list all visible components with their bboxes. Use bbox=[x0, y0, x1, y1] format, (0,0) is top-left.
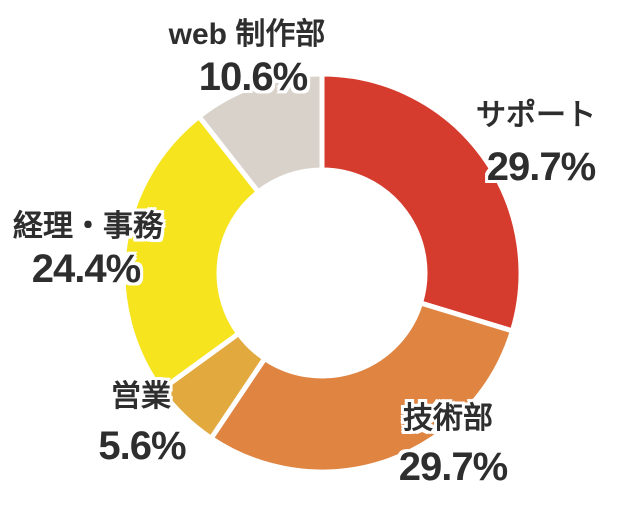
pie-slice-3 bbox=[120, 114, 261, 393]
slice-percentage-accounting-office: 24.4% bbox=[31, 247, 141, 291]
pie-slice-0 bbox=[319, 71, 524, 334]
slice-percentage-text: 24.4% bbox=[31, 247, 141, 291]
slice-percentage-text: 29.7% bbox=[486, 145, 596, 189]
slice-percentage-text: 5.6% bbox=[98, 424, 186, 468]
slice-label-text: サポート bbox=[476, 99, 596, 132]
slice-label-text: 営業 bbox=[111, 380, 171, 413]
slice-label-accounting-office: 経理・事務 bbox=[13, 212, 163, 242]
slice-percentage-sales: 5.6% bbox=[98, 424, 186, 468]
slice-label-support: サポート bbox=[476, 101, 596, 131]
pie-slice-4 bbox=[196, 71, 325, 195]
slice-label-engineering: 技術部 bbox=[403, 404, 493, 434]
slice-percentage-support: 29.7% bbox=[486, 145, 596, 189]
slice-percentage-text: 10.6% bbox=[198, 55, 308, 99]
slice-label-sales: 営業 bbox=[111, 382, 171, 412]
slice-label-web-production: web 制作部 bbox=[169, 20, 326, 50]
slice-percentage-engineering: 29.7% bbox=[398, 445, 508, 489]
slice-label-text: 技術部 bbox=[403, 402, 493, 435]
slice-label-text: 経理・事務 bbox=[13, 210, 163, 243]
slice-percentage-web-production: 10.6% bbox=[198, 55, 308, 99]
pie-slice-1 bbox=[208, 300, 515, 475]
slice-percentage-text: 29.7% bbox=[398, 445, 508, 489]
slice-label-text: web 制作部 bbox=[168, 18, 326, 51]
